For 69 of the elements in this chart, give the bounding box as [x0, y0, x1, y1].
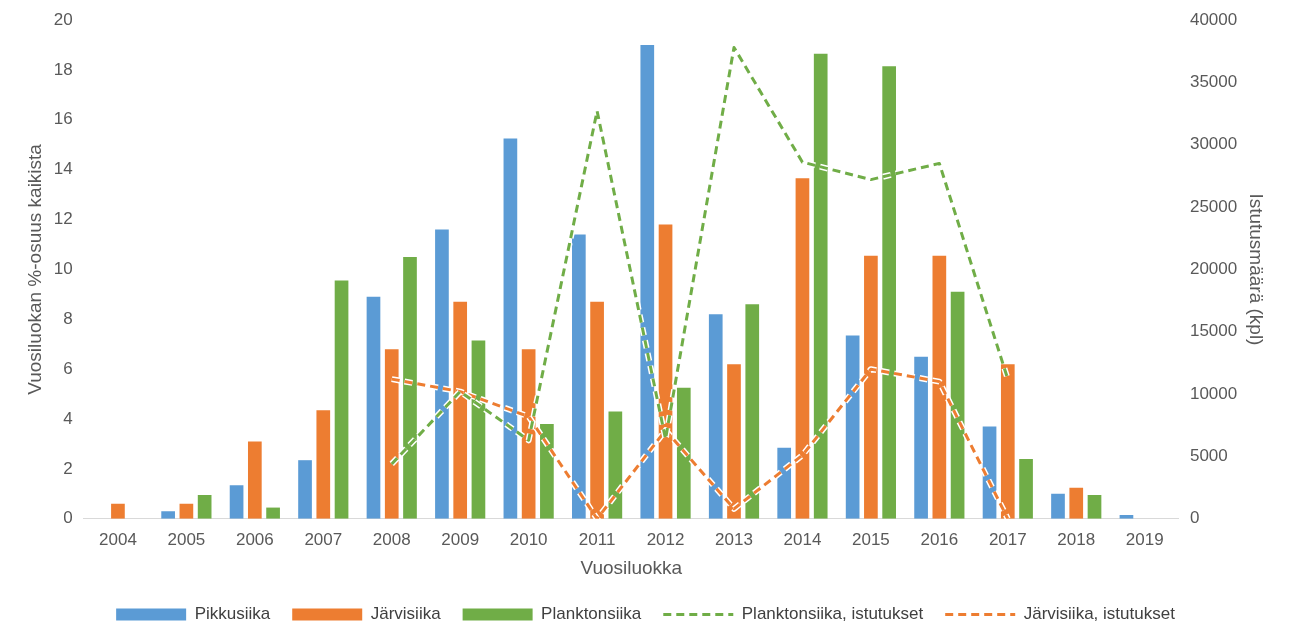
bar [503, 138, 518, 519]
y2-tick-label: 25000 [1189, 196, 1238, 216]
x-tick-label: 2008 [372, 529, 411, 549]
y-tick-label: 0 [63, 508, 73, 528]
y2-tick-label: 40000 [1189, 9, 1238, 29]
x-tick-label: 2018 [1057, 529, 1096, 549]
bar [435, 229, 449, 519]
bar [950, 291, 965, 519]
legend-label: Järvisiika [370, 604, 442, 624]
bar [777, 447, 792, 519]
legend-label: Järvisiika, istutukset [1023, 604, 1176, 624]
legend-label: Planktonsiika [541, 604, 642, 624]
legend-label: Planktonsiika, istutukset [741, 604, 924, 624]
bar [316, 410, 331, 519]
y-tick-label: 18 [53, 59, 73, 79]
x-tick-label: 2014 [783, 529, 822, 549]
bar [640, 44, 655, 519]
y-axis-title: Vuosiluokan %-osuus kaikista [23, 143, 45, 395]
bar [229, 485, 244, 519]
bar [571, 234, 586, 519]
bar [266, 507, 280, 519]
bar [247, 441, 262, 519]
x-tick-label: 2010 [509, 529, 548, 549]
x-tick-label: 2011 [578, 529, 616, 549]
y-tick-label: 4 [63, 408, 73, 428]
bar [334, 280, 349, 519]
x-tick-label: 2005 [167, 529, 206, 549]
bar [745, 304, 760, 519]
x-tick-label: 2017 [988, 529, 1027, 549]
bar [1019, 458, 1033, 519]
y2-tick-label: 15000 [1189, 321, 1238, 341]
x-tick-label: 2009 [441, 529, 480, 549]
x-tick-label: 2012 [646, 529, 685, 549]
y-tick-label: 10 [53, 259, 73, 279]
x-tick-label: 2004 [99, 529, 137, 549]
bar [366, 296, 381, 519]
y-tick-label: 6 [63, 358, 73, 378]
y-tick-label: 16 [53, 109, 73, 129]
bar [197, 495, 212, 519]
y-tick-label: 20 [53, 9, 73, 29]
y2-tick-label: 0 [1189, 508, 1200, 528]
x-tick-label: 2019 [1125, 529, 1164, 549]
bar [1069, 487, 1084, 519]
bar [914, 356, 928, 519]
legend-label: Pikkusiika [194, 604, 271, 624]
bar [1051, 493, 1065, 519]
y2-tick-label: 35000 [1189, 72, 1238, 92]
y-tick-label: 14 [53, 159, 73, 179]
y2-tick-label: 30000 [1189, 134, 1238, 154]
y2-tick-label: 10000 [1189, 383, 1238, 403]
y2-axis-title: Istutusmäärä (kpl) [1246, 193, 1268, 346]
bar [845, 335, 860, 519]
x-tick-label: 2016 [920, 529, 959, 549]
y2-tick-label: 5000 [1189, 446, 1228, 466]
y-tick-label: 2 [63, 458, 73, 478]
x-tick-label: 2006 [235, 529, 274, 549]
bar [161, 511, 175, 519]
bar [540, 424, 554, 519]
y-tick-label: 8 [63, 308, 73, 328]
x-tick-label: 2015 [851, 529, 890, 549]
bar [298, 460, 312, 519]
x-tick-label: 2007 [304, 529, 343, 549]
y-tick-label: 12 [53, 209, 73, 229]
bar [708, 314, 723, 519]
x-axis-title: Vuosiluokka [580, 556, 683, 578]
x-tick-label: 2013 [715, 529, 753, 549]
bar [111, 503, 125, 519]
y2-tick-label: 20000 [1189, 259, 1238, 279]
bar [1087, 495, 1102, 519]
